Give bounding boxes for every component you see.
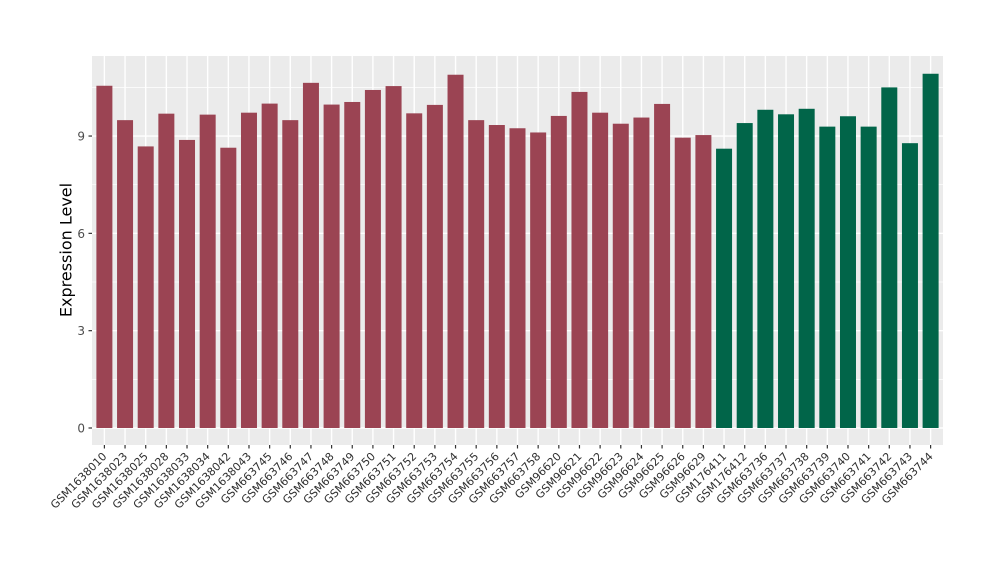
bar bbox=[819, 126, 836, 429]
bar bbox=[716, 148, 733, 429]
bar bbox=[798, 108, 815, 428]
bar bbox=[612, 123, 629, 428]
bar bbox=[385, 86, 402, 428]
bar bbox=[447, 74, 464, 429]
bar bbox=[220, 147, 237, 429]
bar bbox=[261, 103, 278, 428]
bar bbox=[922, 73, 939, 429]
bar bbox=[592, 112, 609, 428]
bar bbox=[736, 123, 753, 429]
bar bbox=[344, 101, 361, 428]
bar bbox=[860, 126, 877, 429]
bar bbox=[364, 89, 381, 429]
bar bbox=[778, 114, 795, 428]
bar bbox=[426, 104, 443, 429]
y-tick-label: 3 bbox=[77, 324, 85, 338]
y-tick-label: 0 bbox=[77, 422, 85, 436]
y-tick-label: 6 bbox=[77, 227, 85, 241]
bar bbox=[839, 116, 856, 429]
bar bbox=[633, 117, 650, 429]
bar bbox=[757, 109, 774, 428]
bar bbox=[509, 128, 526, 428]
bar bbox=[468, 120, 485, 428]
bar bbox=[571, 91, 588, 428]
bar bbox=[179, 139, 196, 428]
bar bbox=[137, 146, 154, 428]
y-axis-title: Expression Level bbox=[56, 182, 76, 318]
y-tick-label: 9 bbox=[77, 130, 85, 144]
bar bbox=[117, 120, 134, 428]
bar bbox=[158, 113, 175, 428]
bar bbox=[530, 132, 547, 428]
bar bbox=[96, 85, 113, 429]
bar bbox=[695, 135, 712, 428]
bar bbox=[282, 120, 299, 428]
bar bbox=[674, 137, 691, 429]
bar bbox=[901, 143, 918, 428]
bar bbox=[406, 113, 423, 428]
bar bbox=[240, 112, 257, 428]
bar bbox=[550, 115, 567, 429]
bar bbox=[488, 125, 505, 428]
bar bbox=[881, 87, 898, 428]
bar bbox=[654, 103, 671, 428]
bar bbox=[302, 82, 319, 428]
bar bbox=[199, 114, 216, 428]
bar bbox=[323, 104, 340, 429]
